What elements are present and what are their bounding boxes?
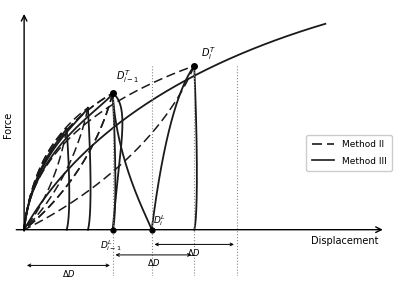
Text: Force: Force — [4, 112, 14, 138]
Text: $\Delta D$: $\Delta D$ — [188, 246, 201, 258]
Text: $\Delta D$: $\Delta D$ — [61, 267, 75, 278]
Text: $D_i^T$: $D_i^T$ — [201, 45, 216, 62]
Text: $D_{i-1}^L$: $D_{i-1}^L$ — [100, 238, 122, 253]
Text: $D_{i-1}^T$: $D_{i-1}^T$ — [116, 68, 140, 85]
Text: Displacement: Displacement — [311, 236, 379, 246]
Legend: Method II, Method III: Method II, Method III — [306, 135, 392, 171]
Text: $\Delta D$: $\Delta D$ — [146, 257, 160, 268]
Text: $D_i^L$: $D_i^L$ — [154, 213, 166, 228]
